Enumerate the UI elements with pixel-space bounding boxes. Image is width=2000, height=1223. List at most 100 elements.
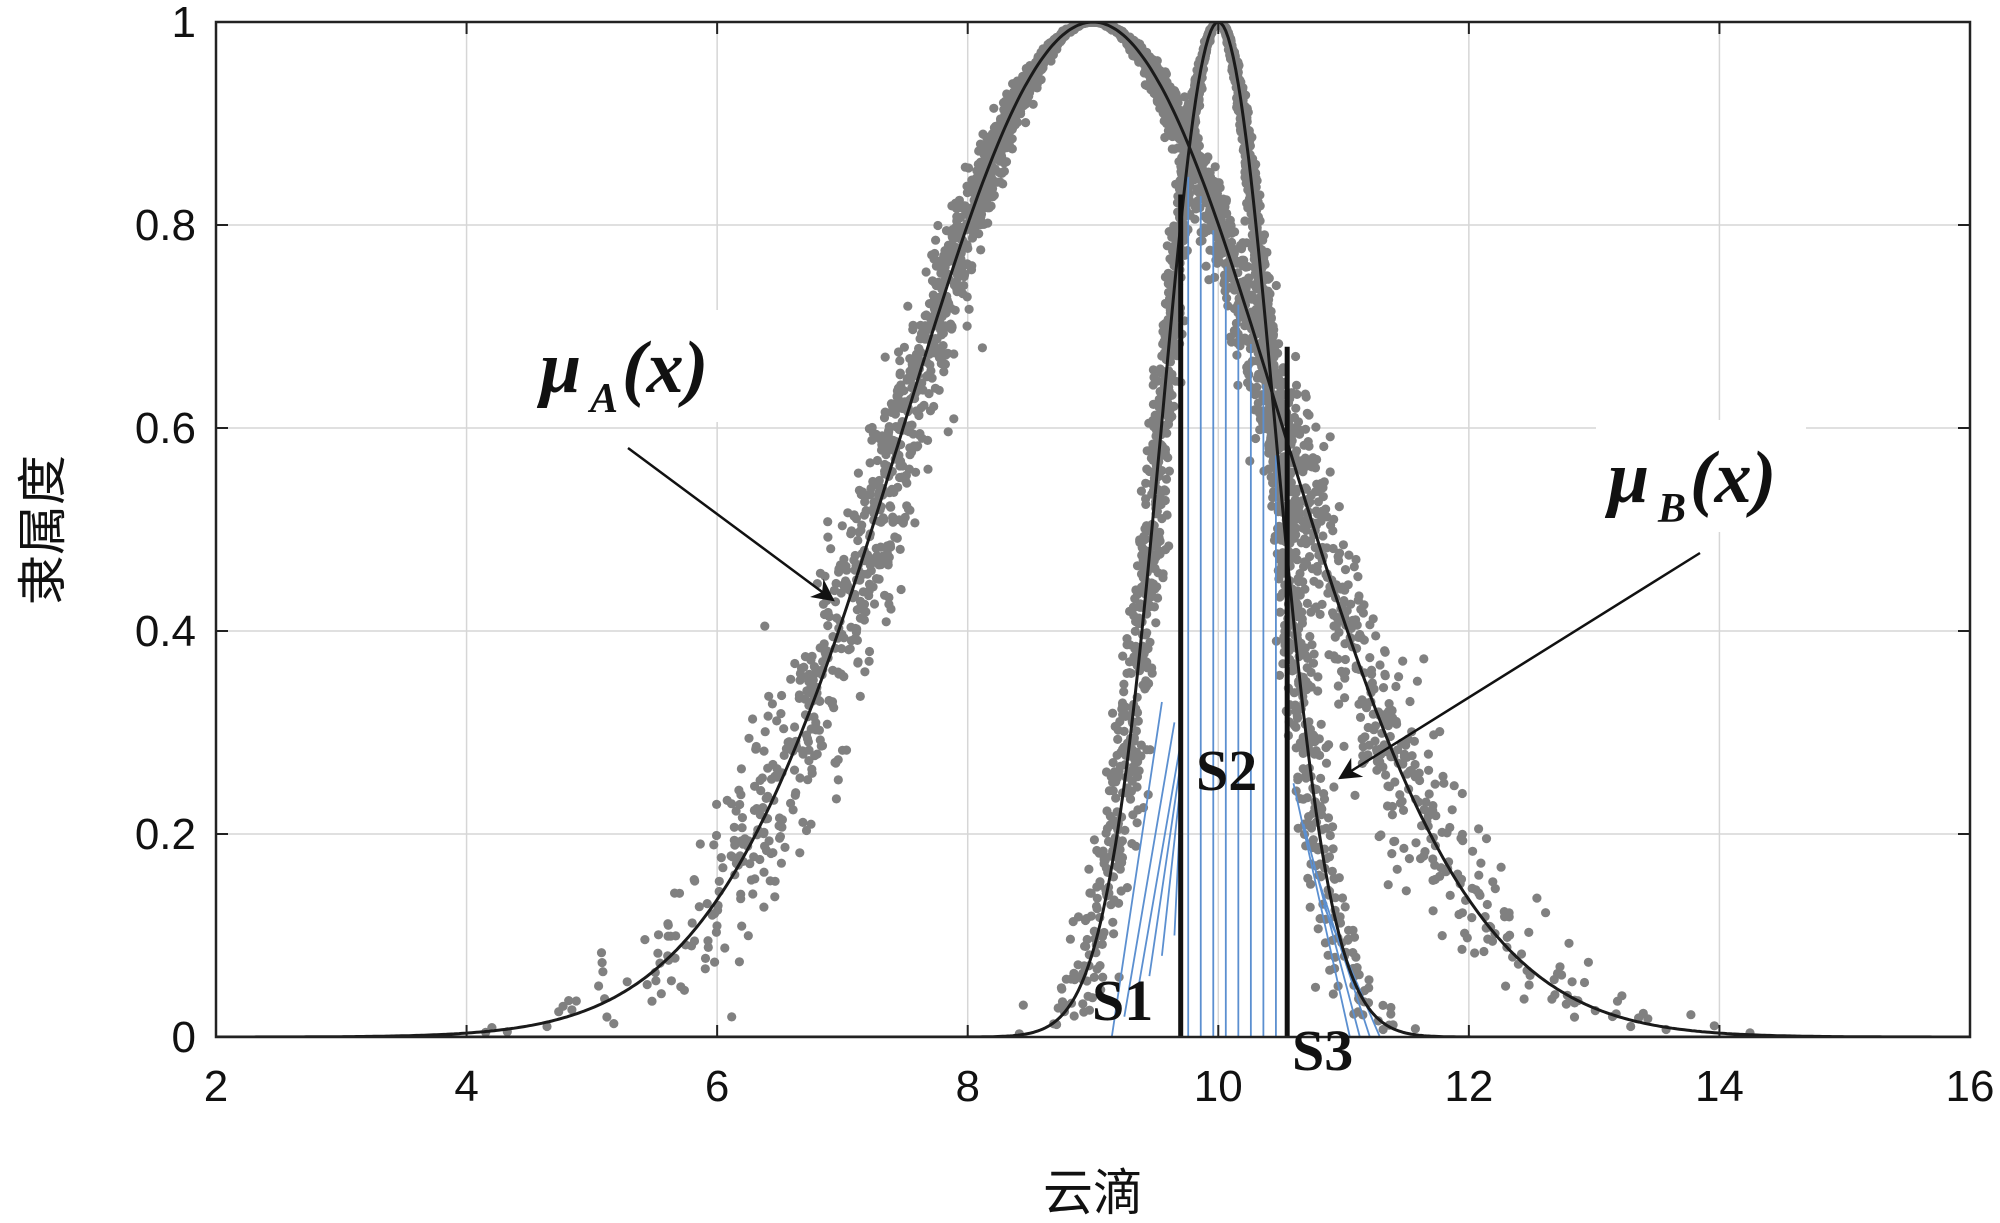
cloud-drop (1686, 1010, 1696, 1020)
cloud-drop (1092, 964, 1102, 974)
cloud-drop (763, 791, 773, 801)
cloud-drop (687, 918, 697, 928)
cloud-drop (915, 429, 925, 439)
cloud-drop (1410, 759, 1420, 770)
cloud-drop (890, 532, 900, 542)
cloud-drop (811, 718, 821, 728)
cloud-drop (1314, 734, 1324, 744)
cloud-drop (1169, 97, 1179, 107)
cloud-drop (858, 569, 868, 579)
cloud-drop (1232, 350, 1242, 360)
cloud-drop (864, 591, 874, 601)
cloud-drop (1086, 888, 1096, 898)
cloud-drop (1371, 631, 1381, 641)
cloud-drop (1197, 236, 1207, 246)
cloud-drop (885, 540, 895, 550)
cloud-drop (1316, 773, 1326, 784)
cloud-drop (896, 584, 906, 595)
cloud-drop (927, 250, 937, 260)
cloud-drop (1215, 183, 1225, 193)
cloud-drop (1411, 838, 1421, 848)
cloud-drop (1304, 410, 1314, 420)
cloud-drop (1119, 687, 1129, 697)
cloud-drop (1148, 380, 1158, 390)
cloud-drop (1355, 712, 1366, 723)
cloud-drop (759, 746, 769, 756)
cloud-drop (1091, 901, 1102, 912)
cloud-drop (1333, 681, 1343, 691)
cloud-drop (910, 518, 920, 528)
cloud-drop (722, 795, 732, 806)
cloud-drop (1310, 463, 1321, 473)
cloud-drop (1251, 433, 1261, 444)
cloud-drop (1289, 412, 1300, 422)
cloud-drop (899, 342, 910, 352)
cloud-drop (1374, 831, 1384, 842)
cloud-drop (1084, 1005, 1095, 1015)
cloud-drop (1442, 828, 1452, 838)
cloud-drop (869, 599, 880, 609)
cloud-drop (727, 1012, 737, 1022)
cloud-drop (1235, 312, 1245, 322)
cloud-drop (1313, 672, 1323, 682)
cloud-drop (881, 617, 891, 627)
cloud-drop (846, 636, 857, 646)
cloud-drop (1643, 1014, 1653, 1024)
cloud-drop (984, 189, 994, 199)
cloud-drop (653, 930, 664, 940)
cloud-drop (879, 413, 890, 423)
cloud-drop (1294, 425, 1304, 435)
cloud-drop (927, 373, 937, 383)
cloud-drop (1412, 676, 1422, 686)
cloud-drop (1316, 516, 1326, 526)
cloud-drop (1516, 949, 1527, 959)
cloud-drop (790, 722, 800, 732)
cloud-drop (1390, 836, 1400, 846)
cloud-drop (1338, 540, 1348, 550)
cloud-drop (1318, 531, 1328, 541)
cloud-drop (1339, 596, 1349, 606)
cloud-drop (1409, 736, 1419, 746)
cloud-drop (1018, 98, 1028, 108)
cloud-drop (999, 138, 1009, 148)
cloud-drop (1161, 79, 1171, 89)
cloud-drop (1145, 745, 1155, 755)
cloud-drop (737, 823, 747, 833)
cloud-drop (1136, 740, 1146, 750)
cloud-drop (815, 735, 825, 745)
cloud-drop (1210, 272, 1220, 282)
cloud-drop (795, 675, 805, 685)
cloud-drop (1502, 932, 1512, 943)
cloud-drop (955, 224, 965, 234)
cloud-drop (1445, 890, 1455, 901)
cloud-drop (1138, 555, 1148, 565)
cloud-drop (770, 771, 780, 781)
cloud-drop (746, 875, 757, 885)
cloud-drop (1300, 424, 1311, 434)
cloud-drop (842, 565, 852, 575)
cloud-drop (764, 691, 774, 701)
cloud-drop (826, 544, 836, 554)
cloud-drop (1201, 225, 1211, 235)
cloud-drop (1004, 129, 1014, 139)
cloud-drop (1316, 719, 1326, 729)
cloud-drop (647, 996, 657, 1006)
cloud-drop (1239, 255, 1249, 265)
cloud-drop (713, 905, 723, 915)
cloud-drop (1180, 92, 1190, 102)
cloud-drop (703, 942, 713, 953)
cloud-drop (807, 768, 817, 778)
cloud-drop (1400, 739, 1410, 750)
cloud-drop (822, 719, 832, 729)
cloud-drop (1488, 877, 1498, 887)
cloud-drop (892, 391, 902, 401)
cloud-drop (869, 503, 879, 513)
cloud-drop (1116, 886, 1126, 896)
cloud-drop (689, 936, 700, 946)
cloud-drop (1414, 768, 1424, 778)
cloud-drop (1470, 948, 1480, 958)
cloud-drop (895, 356, 905, 366)
cloud-drop (1141, 499, 1151, 509)
cloud-drop (1089, 972, 1099, 983)
cloud-drop (1312, 561, 1322, 572)
